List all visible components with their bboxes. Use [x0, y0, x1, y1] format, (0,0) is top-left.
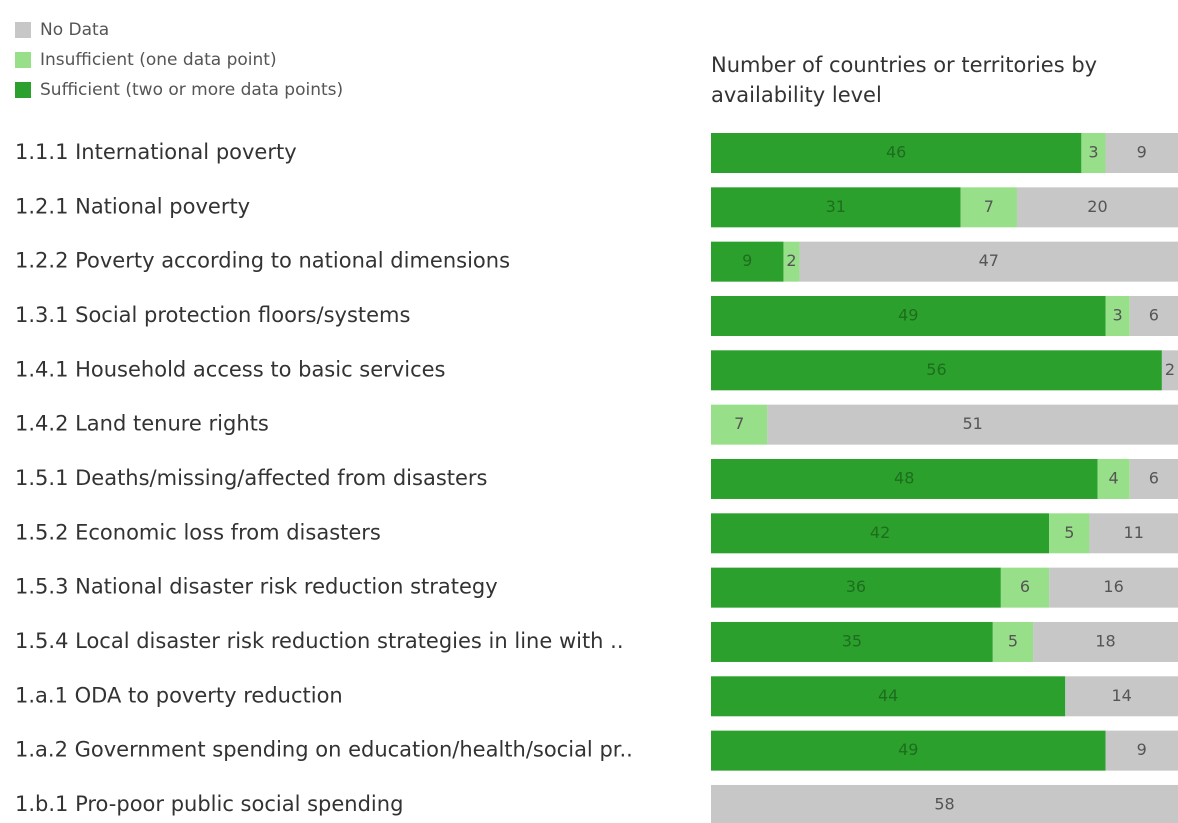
bar-segment [711, 133, 1082, 173]
data-label: 16 [1103, 577, 1123, 596]
bar-segment [1161, 350, 1178, 391]
data-label: 56 [926, 360, 946, 379]
legend-swatch [15, 22, 31, 38]
category-label: 1.a.1 ODA to poverty reduction [15, 683, 343, 707]
legend-label: Insufficient (one data point) [40, 50, 277, 70]
data-label: 2 [1165, 360, 1175, 379]
category-label: 1.a.2 Government spending on education/h… [15, 738, 633, 762]
bar-segment [1049, 513, 1090, 554]
category-label: 1.5.3 National disaster risk reduction s… [15, 575, 498, 599]
category-label: 1.4.2 Land tenure rights [15, 412, 269, 436]
bar-segment [1089, 513, 1178, 554]
bar-segment [1049, 567, 1178, 608]
category-label: 1.4.1 Household access to basic services [15, 357, 445, 381]
data-label: 49 [898, 740, 918, 759]
data-label: 6 [1149, 305, 1159, 324]
bar-segment [711, 404, 768, 445]
data-label: 18 [1095, 631, 1115, 650]
bar-segment [767, 404, 1178, 445]
bar-segment [711, 567, 1001, 608]
bar-segment [1097, 458, 1130, 499]
category-label: 1.b.1 Pro-poor public social spending [15, 792, 403, 816]
data-label: 5 [1008, 631, 1018, 650]
legend-label: Sufficient (two or more data points) [40, 80, 343, 100]
data-label: 7 [984, 197, 994, 216]
data-label: 36 [846, 577, 866, 596]
bar-segment [1000, 567, 1050, 608]
bar-segment [1081, 133, 1106, 173]
data-label: 31 [826, 197, 846, 216]
category-label: 1.3.1 Social protection floors/systems [15, 303, 410, 327]
legend-swatch [15, 52, 31, 68]
data-label: 2 [786, 251, 796, 270]
bar-segment [711, 676, 1066, 717]
bar-segment [711, 350, 1162, 391]
data-label: 6 [1149, 468, 1159, 487]
data-label: 49 [898, 305, 918, 324]
data-label: 9 [1137, 740, 1147, 759]
bar-segment [1105, 295, 1130, 336]
bar-segment [1033, 621, 1178, 662]
category-label: 1.1.1 International poverty [15, 140, 297, 164]
bar-segment [1129, 458, 1178, 499]
bar-segment [711, 784, 1178, 823]
bar-segment [783, 241, 800, 282]
bar-segment [1129, 295, 1178, 336]
bar-segment [992, 621, 1034, 662]
data-label: 48 [894, 468, 914, 487]
data-label: 11 [1124, 523, 1144, 542]
data-label: 51 [963, 414, 983, 433]
legend-swatch [15, 82, 31, 98]
category-label: 1.5.2 Economic loss from disasters [15, 520, 381, 544]
data-label: 46 [886, 143, 906, 162]
bar-segment [1105, 133, 1178, 173]
data-label: 4 [1108, 468, 1118, 487]
data-label: 5 [1064, 523, 1074, 542]
bar-segment [711, 513, 1050, 554]
bar-segment [799, 241, 1178, 282]
category-label: 1.5.1 Deaths/missing/affected from disas… [15, 466, 488, 490]
bar-segment [711, 458, 1098, 499]
data-label: 47 [979, 251, 999, 270]
category-label: 1.5.4 Local disaster risk reduction stra… [15, 629, 624, 653]
data-label: 44 [878, 686, 898, 705]
data-label: 9 [742, 251, 752, 270]
bar-segment [1016, 187, 1178, 228]
bar-segment [711, 295, 1106, 336]
bar-segment [960, 187, 1017, 228]
data-label: 6 [1020, 577, 1030, 596]
bar-segment [711, 241, 784, 282]
data-label: 42 [870, 523, 890, 542]
bar-segment [711, 730, 1106, 771]
legend-label: No Data [40, 20, 109, 40]
data-label: 58 [934, 794, 954, 813]
category-label: 1.2.1 National poverty [15, 194, 250, 218]
data-label: 14 [1111, 686, 1131, 705]
bar-segment [1065, 676, 1178, 717]
bar-segment [711, 621, 993, 662]
bar-segment [1105, 730, 1178, 771]
bar-segment [711, 187, 961, 228]
data-label: 9 [1137, 143, 1147, 162]
data-label: 3 [1088, 143, 1098, 162]
data-label: 35 [842, 631, 862, 650]
data-label: 3 [1113, 305, 1123, 324]
chart-title: Number of countries or territories by av… [711, 53, 1098, 107]
data-label: 20 [1087, 197, 1107, 216]
data-label: 7 [734, 414, 744, 433]
category-label: 1.2.2 Poverty according to national dime… [15, 249, 510, 273]
